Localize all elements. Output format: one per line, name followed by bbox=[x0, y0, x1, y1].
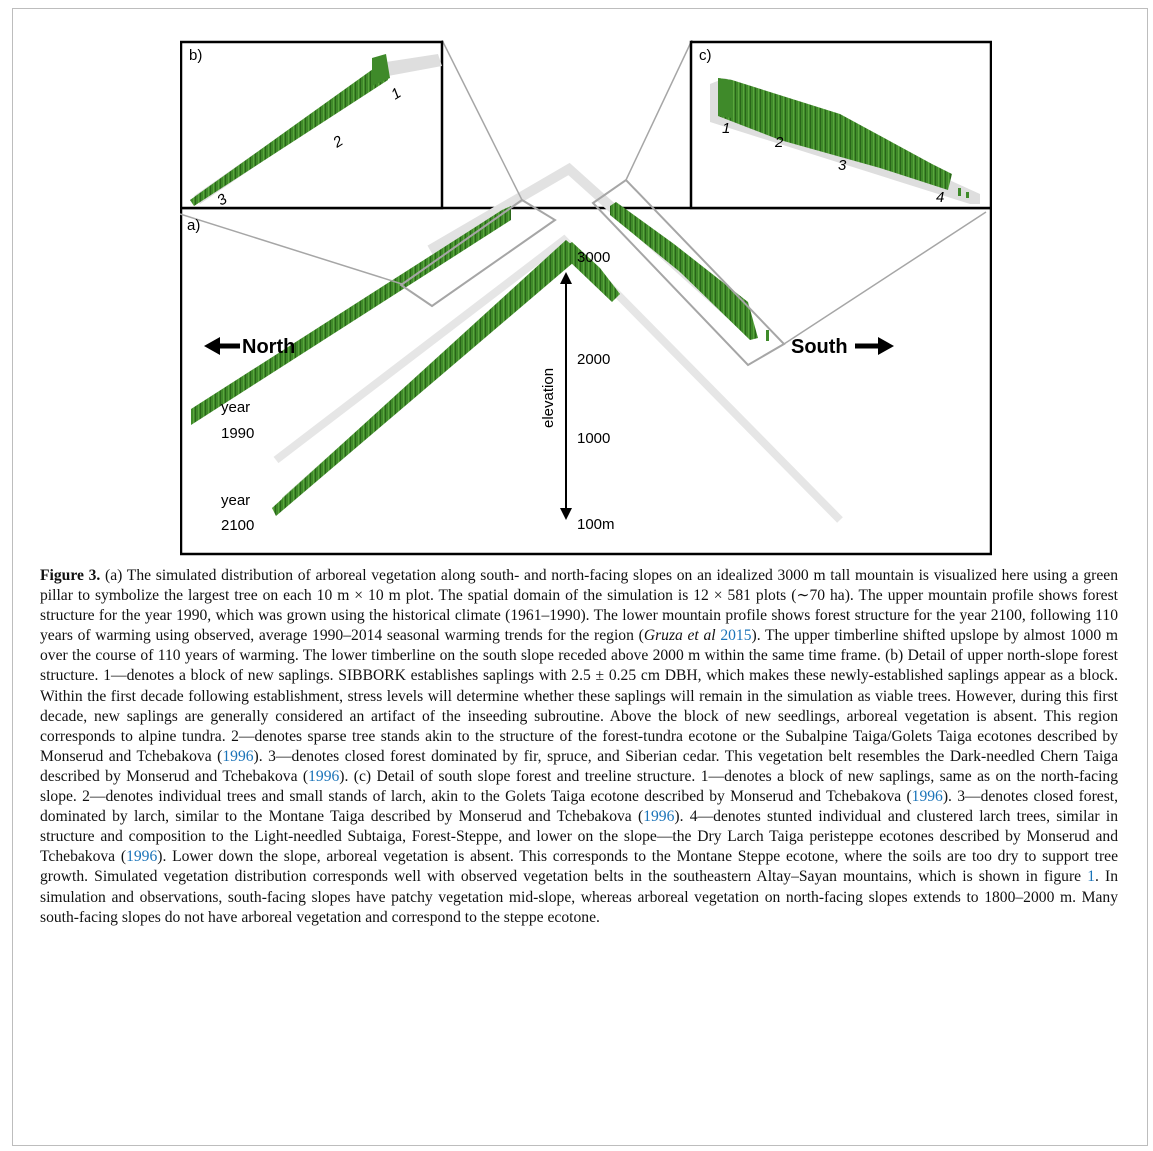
panel-label-b: b) bbox=[189, 47, 202, 64]
citation-gruza-year[interactable]: 2015 bbox=[720, 627, 752, 645]
connector-b-right bbox=[441, 40, 523, 201]
inset-b-forest bbox=[190, 60, 388, 206]
figure-graphic: b) c) a) North South year 1990 year 2100… bbox=[180, 40, 992, 556]
north-label: North bbox=[242, 336, 295, 358]
year-upper-value: 1990 bbox=[221, 425, 254, 442]
caption-label: Figure 3. bbox=[40, 567, 101, 584]
caption-text-5: ). 3—denotes closed forest, dominated by… bbox=[40, 788, 1119, 826]
figure-caption: Figure 3. (a) The simulated distribution… bbox=[40, 566, 1118, 928]
caption-text-1: (a) The simulated distribution of arbore… bbox=[40, 567, 1118, 645]
panel-label-c: c) bbox=[699, 47, 712, 64]
connector-b-left bbox=[180, 213, 403, 285]
sapling-1990-south bbox=[766, 330, 769, 341]
caption-text-6: ). 4—denotes stunted individual and clus… bbox=[40, 808, 1118, 866]
inset-c-marker-2: 2 bbox=[774, 134, 784, 151]
elevation-arrow-down bbox=[560, 508, 572, 520]
inset-c-marker-1: 1 bbox=[722, 120, 730, 137]
forest-1990-north bbox=[191, 206, 511, 425]
forest-2100-south bbox=[566, 242, 620, 302]
citation-monserud-2[interactable]: 1996 bbox=[308, 767, 340, 785]
forest-1990-south bbox=[610, 202, 758, 340]
inset-c-sapling-block bbox=[718, 78, 732, 118]
elevation-tick-3000: 3000 bbox=[577, 249, 610, 266]
ridge-2100 bbox=[273, 234, 843, 523]
inset-c-marker-4: 4 bbox=[936, 189, 944, 206]
elevation-arrow-up bbox=[560, 272, 572, 284]
year-upper-label: year bbox=[221, 399, 250, 416]
caption-text-8: . In simulation and observations, south-… bbox=[40, 868, 1118, 926]
connector-c-left bbox=[625, 40, 693, 181]
citation-gruza-authors[interactable]: Gruza et al bbox=[643, 627, 716, 645]
figure-1-link[interactable]: 1 bbox=[1087, 868, 1095, 886]
inset-c-forest bbox=[718, 78, 952, 190]
caption-text-7: ). Lower down the slope, arboreal vegeta… bbox=[40, 848, 1118, 886]
elevation-tick-100m: 100m bbox=[577, 516, 615, 533]
south-label: South bbox=[791, 336, 848, 358]
elevation-tick-1000: 1000 bbox=[577, 430, 610, 447]
citation-monserud-4[interactable]: 1996 bbox=[643, 808, 675, 826]
caption-text-2: ). The upper timberline shifted upslope … bbox=[40, 627, 1118, 765]
panel-a-frame bbox=[180, 206, 992, 556]
elevation-axis-label: elevation bbox=[540, 368, 557, 428]
panel-label-a: a) bbox=[187, 217, 200, 234]
page-frame bbox=[12, 8, 1148, 1146]
inset-c-tree-b bbox=[966, 192, 969, 198]
south-arrow-head bbox=[878, 337, 894, 355]
figure-3: b) c) a) North South year 1990 year 2100… bbox=[180, 40, 992, 556]
connector-c-right bbox=[783, 211, 987, 345]
inset-b-sapling-block bbox=[372, 54, 390, 86]
north-arrow-head bbox=[204, 337, 220, 355]
citation-monserud-5[interactable]: 1996 bbox=[126, 848, 158, 866]
inset-c-tree-a bbox=[958, 188, 961, 196]
year-lower-value: 2100 bbox=[221, 517, 254, 534]
inset-c-marker-3: 3 bbox=[838, 157, 847, 174]
citation-monserud-3[interactable]: 1996 bbox=[911, 788, 943, 806]
caption-text-3: ). 3—denotes closed forest dominated by … bbox=[40, 747, 1119, 785]
citation-monserud-1[interactable]: 1996 bbox=[222, 747, 254, 765]
forest-2100-north-sparse bbox=[282, 320, 480, 506]
year-lower-label: year bbox=[221, 492, 250, 509]
callout-box-b bbox=[399, 198, 557, 308]
caption-text-4: ). (c) Detail of south slope forest and … bbox=[40, 767, 1118, 806]
elevation-tick-2000: 2000 bbox=[577, 351, 610, 368]
